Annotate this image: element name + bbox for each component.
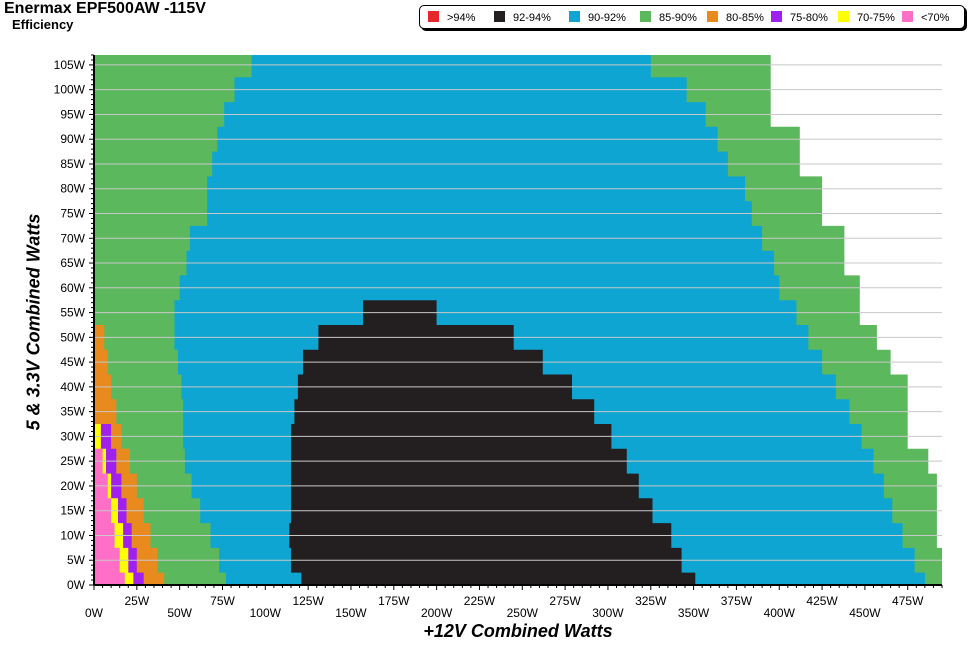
legend-item: 75-80% — [771, 11, 828, 25]
y-tick-label: 90W — [60, 132, 85, 146]
x-tick-label: 275W — [549, 594, 581, 608]
y-tick-label: 0W — [67, 578, 86, 592]
y-axis-label: 5 & 3.3V Combined Watts — [23, 213, 44, 431]
legend-swatch — [838, 11, 849, 22]
legend-item: 70-75% — [838, 11, 895, 25]
y-tick-label: 80W — [60, 182, 85, 196]
x-tick-label: 50W — [167, 606, 192, 620]
y-axis-ticks: 0W 5W 10W 15W 20W 25W 30W 35W 40W 45W 50W 55W 60W 65W… — [54, 54, 94, 592]
y-tick-label: 25W — [60, 454, 85, 468]
legend-item: 85-90% — [640, 11, 697, 25]
y-tick-label: 5W — [67, 553, 86, 567]
x-tick-label: 400W — [764, 606, 796, 620]
y-tick-label: 30W — [60, 429, 85, 443]
legend-label: <70% — [921, 12, 950, 24]
legend-label: 90-92% — [588, 12, 626, 24]
y-tick-label: 35W — [60, 405, 85, 419]
axes — [93, 55, 942, 586]
region-92-94 — [289, 300, 696, 585]
y-tick-label: 85W — [60, 157, 85, 171]
legend-item: >94% — [428, 11, 475, 25]
legend-item: 90-92% — [569, 11, 626, 25]
x-tick-label: 325W — [635, 594, 667, 608]
y-tick-label: 55W — [60, 306, 85, 320]
x-tick-label: 25W — [124, 594, 149, 608]
x-tick-label: 250W — [507, 606, 539, 620]
x-axis-label: +12V Combined Watts — [423, 621, 613, 641]
legend-swatch — [428, 11, 439, 22]
y-tick-label: 20W — [60, 479, 85, 493]
x-axis-ticks: 0W 25W 50W 75W 100W 125W 150W 175W 200W 225W 250W 2… — [85, 585, 943, 620]
region-85-90-inner — [94, 55, 252, 585]
x-tick-label: 150W — [335, 606, 367, 620]
y-tick-label: 75W — [60, 207, 85, 221]
legend-swatch — [707, 11, 718, 22]
y-tick-label: 15W — [60, 504, 85, 518]
x-tick-label: 350W — [678, 606, 710, 620]
y-tick-label: 60W — [60, 281, 85, 295]
legend-swatch — [640, 11, 651, 22]
y-tick-label: 65W — [60, 256, 85, 270]
legend-item: 80-85% — [707, 11, 764, 25]
x-tick-label: 425W — [806, 594, 838, 608]
y-tick-label: 10W — [60, 528, 85, 542]
legend-label: 85-90% — [659, 12, 697, 24]
x-tick-label: 100W — [250, 606, 282, 620]
legend-swatch — [569, 11, 580, 22]
x-tick-label: 0W — [85, 606, 104, 620]
legend-label: >94% — [447, 12, 476, 24]
y-tick-label: 40W — [60, 380, 85, 394]
region-lt-70 — [94, 448, 125, 585]
legend: >94% 92-94% 90-92% 85-90% 80-85% 75-80% 70-75%… — [419, 5, 965, 29]
legend-label: 80-85% — [726, 12, 764, 24]
gridlines — [94, 64, 942, 561]
legend-item: <70% — [902, 11, 949, 25]
legend-label: 70-75% — [857, 12, 895, 24]
y-tick-label: 50W — [60, 330, 85, 344]
x-tick-label: 475W — [892, 594, 924, 608]
x-tick-label: 175W — [378, 594, 410, 608]
chart-title: Enermax EPF500AW -115V — [4, 0, 206, 17]
y-tick-label: 45W — [60, 355, 85, 369]
x-tick-label: 375W — [721, 594, 753, 608]
x-tick-label: 75W — [210, 594, 235, 608]
y-tick-label: 95W — [60, 107, 85, 121]
x-tick-label: 125W — [292, 594, 324, 608]
legend-swatch — [902, 11, 913, 22]
x-tick-label: 225W — [464, 594, 496, 608]
legend-label: 75-80% — [790, 12, 828, 24]
efficiency-regions — [94, 55, 942, 585]
x-tick-label: 300W — [592, 606, 624, 620]
y-tick-label: 105W — [54, 58, 86, 72]
legend-swatch — [771, 11, 782, 22]
legend-label: 92-94% — [513, 12, 551, 24]
legend-swatch — [494, 11, 505, 22]
x-tick-label: 450W — [849, 606, 881, 620]
x-tick-label: 200W — [421, 606, 453, 620]
chart-subtitle: Efficiency — [12, 17, 74, 32]
legend-item: 92-94% — [494, 11, 551, 25]
y-tick-label: 70W — [60, 231, 85, 245]
y-tick-label: 100W — [54, 83, 86, 97]
